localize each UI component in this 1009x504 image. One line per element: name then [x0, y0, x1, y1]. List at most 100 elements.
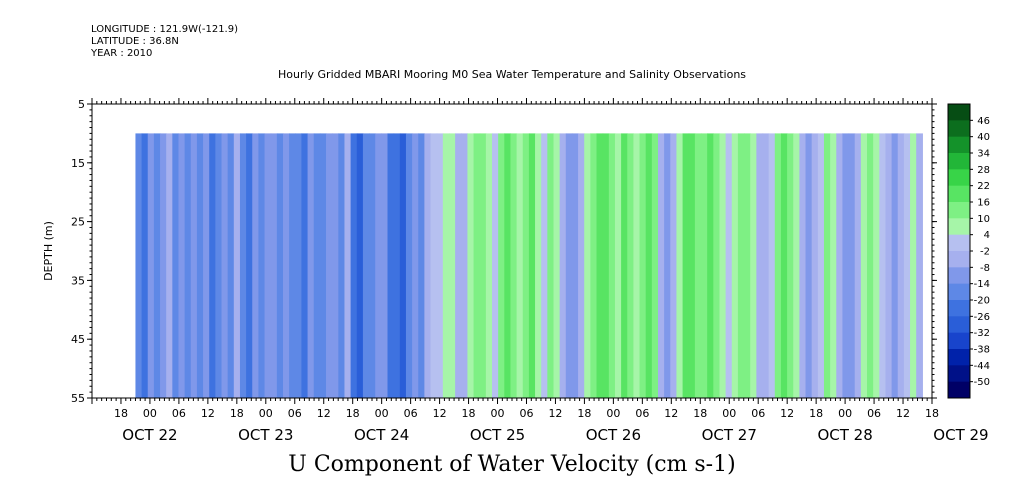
colorbar-label: 40 [977, 132, 990, 143]
heatmap-band [578, 133, 585, 398]
heatmap-band [516, 133, 524, 398]
heatmap-band [541, 133, 548, 398]
heatmap-band [596, 133, 604, 398]
heatmap-band [571, 133, 579, 398]
heatmap-band [442, 133, 450, 398]
colorbar-swatch [948, 283, 970, 301]
heatmap-band [528, 133, 536, 398]
heatmap-band [584, 133, 591, 398]
colorbar-label: -38 [974, 345, 990, 356]
heatmap-band [307, 133, 315, 398]
heatmap-band [658, 133, 665, 398]
heatmap-band [860, 133, 868, 398]
heatmap-band [510, 133, 518, 398]
colorbar-swatch [948, 267, 970, 285]
heatmap-band [295, 133, 303, 398]
y-tick-label: 45 [71, 333, 85, 346]
heatmap-band [590, 133, 598, 398]
heatmap-band [485, 133, 493, 398]
heatmap-band [504, 133, 512, 398]
x-hour-label: 00 [143, 407, 157, 420]
colorbar-label: -2 [980, 247, 990, 258]
colorbar-swatch [948, 136, 970, 154]
colorbar-label: -14 [974, 279, 990, 290]
heatmap-band [338, 133, 346, 398]
x-hour-label: 06 [288, 407, 302, 420]
x-hour-label: 12 [664, 407, 678, 420]
x-hour-label: 18 [809, 407, 823, 420]
heatmap-band [270, 133, 278, 398]
x-date-label: OCT 26 [586, 426, 641, 444]
heatmap-band [848, 133, 856, 398]
x-axis-label: U Component of Water Velocity (cm s-1) [288, 452, 736, 477]
heatmap-band [879, 133, 887, 398]
heatmap-band [252, 133, 259, 398]
x-date-label: OCT 23 [238, 426, 293, 444]
heatmap-band [762, 133, 770, 398]
heatmap-band [147, 133, 155, 398]
heatmap-band [184, 133, 192, 398]
colorbar-label: -44 [974, 361, 990, 372]
heatmap-band [160, 133, 167, 398]
heatmap-band [627, 133, 635, 398]
y-tick-label: 5 [78, 98, 85, 111]
heatmap-band [135, 133, 143, 398]
colorbar-swatch [948, 104, 970, 121]
heatmap-band [282, 133, 290, 398]
heatmap-band [492, 133, 499, 398]
heatmap-band [166, 133, 173, 398]
heatmap-band [651, 133, 659, 398]
x-hour-label: 00 [838, 407, 852, 420]
x-hour-label: 18 [114, 407, 128, 420]
heatmap-band [885, 133, 893, 398]
heatmap-band [559, 133, 567, 398]
colorbar-label: 46 [977, 116, 990, 127]
heatmap-band [381, 133, 389, 398]
x-date-label: OCT 27 [702, 426, 757, 444]
heatmap-band [221, 133, 229, 398]
heatmap-band [215, 133, 223, 398]
x-hour-label: 12 [896, 407, 910, 420]
heatmap-band [289, 133, 296, 398]
heatmap-band [756, 133, 764, 398]
x-hour-label: 06 [519, 407, 533, 420]
heatmap-band [916, 133, 923, 398]
heatmap-band [811, 133, 819, 398]
x-hour-label: 06 [751, 407, 765, 420]
y-tick-label: 25 [71, 216, 85, 229]
heatmap-band [787, 133, 794, 398]
heatmap-band [670, 133, 678, 398]
heatmap-band [301, 133, 309, 398]
colorbar-swatch [948, 332, 970, 350]
heatmap-band [836, 133, 844, 398]
heatmap-band [399, 133, 407, 398]
colorbar-label: -32 [974, 328, 990, 339]
x-hour-label: 00 [375, 407, 389, 420]
heatmap-band [707, 133, 714, 398]
heatmap-band [227, 133, 235, 398]
heatmap-band [823, 133, 831, 398]
heatmap-band [725, 133, 733, 398]
y-tick-label: 35 [71, 274, 85, 287]
heatmap-band [602, 133, 610, 398]
x-hour-label: 12 [548, 407, 562, 420]
heatmap-band [614, 133, 622, 398]
heatmap-band [356, 133, 364, 398]
heatmap-band [817, 133, 825, 398]
colorbar-swatch [948, 169, 970, 187]
heatmap-band [565, 133, 573, 398]
heatmap-band [535, 133, 542, 398]
heatmap-band [768, 133, 776, 398]
heatmap-band [645, 133, 653, 398]
heatmap-band [621, 133, 628, 398]
heatmap-band [830, 133, 837, 398]
heatmap-band [375, 133, 382, 398]
heatmap-band [479, 133, 487, 398]
heatmap-band [430, 133, 438, 398]
heatmap-band [436, 133, 444, 398]
colorbar-swatch [948, 202, 970, 219]
x-hour-label: 00 [606, 407, 620, 420]
heatmap-band [498, 133, 505, 398]
year-label: YEAR : 2010 [91, 48, 153, 59]
x-hour-label: 12 [433, 407, 447, 420]
